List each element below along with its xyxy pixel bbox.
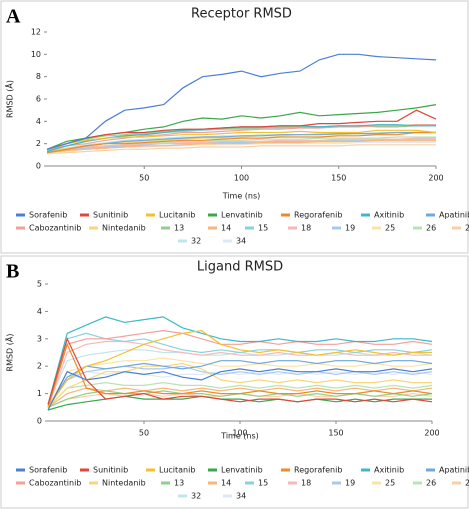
panel-frame (0, 0, 469, 254)
series-line (47, 381, 433, 408)
y-tick-label: 4 (37, 307, 42, 316)
x-axis-label: Time (ns) (222, 192, 261, 201)
y-tick-label: 6 (36, 95, 41, 104)
series-line (47, 357, 433, 408)
legend-label: 18 (301, 479, 311, 488)
legend-label: Nintedanib (102, 479, 146, 488)
legend-label: 13 (174, 224, 184, 233)
legend-label: 34 (236, 492, 246, 501)
series-line (46, 124, 436, 150)
legend-label: Lenvatinib (221, 211, 263, 220)
y-tick-label: 3 (37, 334, 42, 343)
legend-label: Regorafenib (294, 211, 342, 220)
series-line (46, 109, 437, 150)
x-tick-label: 150 (331, 174, 346, 183)
legend-label: 18 (301, 224, 311, 233)
legend-label: Sorafenib (29, 211, 67, 220)
series-line (47, 371, 433, 408)
legend-label: 25 (385, 479, 395, 488)
y-axis-label: RMSD (Å) (4, 80, 15, 118)
legend-label: 26 (426, 479, 436, 488)
x-tick-label: 100 (232, 429, 247, 438)
y-tick-label: 12 (31, 28, 41, 37)
series-line (46, 131, 436, 154)
legend-label: 13 (174, 479, 184, 488)
series-line (47, 387, 433, 408)
legend-label: Lenvatinib (221, 466, 263, 475)
x-tick-label: 100 (234, 174, 249, 183)
legend-label: 25 (385, 224, 395, 233)
legend-label: 19 (345, 479, 355, 488)
legend-label: 19 (345, 224, 355, 233)
legend-label: Sunitinib (93, 466, 128, 475)
panel-letter: A (6, 6, 21, 28)
y-tick-label: 0 (36, 162, 41, 171)
series-line (46, 53, 437, 150)
legend-label: Regorafenib (294, 466, 342, 475)
series-line (47, 365, 433, 408)
series-line (47, 362, 432, 408)
legend-label: 14 (221, 224, 231, 233)
series-line (47, 392, 433, 408)
y-tick-label: 10 (31, 50, 41, 59)
legend-label: 32 (191, 492, 201, 501)
legend-label: Nintedanib (102, 224, 146, 233)
x-tick-label: 50 (139, 429, 149, 438)
legend-label: 28 (465, 224, 469, 233)
chart-title: Receptor RMSD (191, 7, 292, 22)
series-line (47, 342, 433, 408)
series-line (47, 340, 432, 408)
series-line (46, 131, 436, 154)
legend-label: Sunitinib (93, 211, 128, 220)
legend-label: Axitinib (374, 466, 404, 475)
legend-label: Axitinib (374, 211, 404, 220)
x-tick-label: 150 (328, 429, 343, 438)
series-line (46, 144, 436, 155)
legend-label: 15 (258, 479, 268, 488)
x-axis-label: Time (ns) (220, 432, 259, 441)
legend-label: Apatinib (439, 466, 469, 475)
legend-label: 15 (258, 224, 268, 233)
series-line (47, 360, 433, 408)
y-tick-label: 8 (36, 72, 41, 81)
chart-title: Ligand RMSD (197, 260, 283, 275)
y-tick-label: 2 (37, 362, 42, 371)
series-line (47, 337, 433, 405)
legend-label: 32 (191, 237, 201, 246)
y-tick-label: 2 (36, 139, 41, 148)
legend-label: Cabozantinib (29, 224, 81, 233)
series-line (46, 129, 437, 150)
y-tick-label: 4 (36, 117, 41, 126)
series-line (47, 368, 433, 411)
legend-label: Sorafenib (29, 466, 67, 475)
y-tick-label: 1 (37, 389, 42, 398)
y-tick-label: 5 (37, 280, 42, 289)
legend-label: 14 (221, 479, 231, 488)
series-line (47, 329, 432, 408)
legend-label: 28 (465, 479, 469, 488)
legend-label: Lucitanib (159, 211, 195, 220)
legend-label: 34 (236, 237, 246, 246)
series-line (47, 316, 433, 405)
x-tick-label: 200 (424, 429, 439, 438)
series-line (47, 329, 433, 405)
y-tick-label: 0 (37, 417, 42, 426)
panel-frame (0, 255, 469, 509)
y-axis-label: RMSD (Å) (4, 334, 15, 372)
legend-label: 26 (426, 224, 436, 233)
x-tick-label: 50 (139, 174, 149, 183)
series-line (47, 332, 433, 405)
x-tick-label: 200 (428, 174, 443, 183)
panel-letter: B (6, 261, 19, 283)
legend-label: Lucitanib (159, 466, 195, 475)
series-line (46, 139, 436, 154)
legend-label: Apatinib (439, 211, 469, 220)
series-line (46, 137, 436, 153)
legend-label: Cabozantinib (29, 479, 81, 488)
